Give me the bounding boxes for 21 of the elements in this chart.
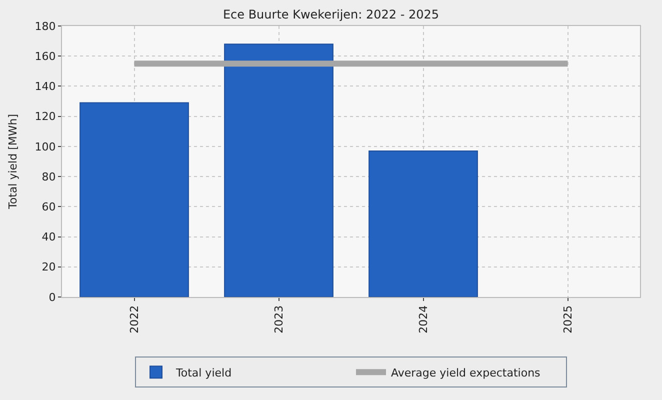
x-tick-label: 2024 [416,305,430,334]
y-tick-label: 60 [42,200,56,214]
legend-label: Total yield [175,366,232,380]
y-tick-label: 120 [34,110,56,124]
bar [368,150,478,297]
y-tick-label: 160 [34,50,56,63]
y-tick-label: 40 [42,230,56,244]
y-tick-label: 140 [34,80,56,94]
y-axis-title: Total yield [MWh] [6,114,20,210]
y-tick-label: 0 [48,290,56,304]
x-tick-label: 2023 [272,305,286,334]
legend-label: Average yield expectations [391,366,541,380]
x-tick-label: 2022 [128,305,141,334]
y-tick-label: 80 [42,170,56,184]
y-tick-label: 100 [34,140,56,154]
y-tick-label: 180 [34,20,56,33]
y-tick-label: 20 [42,260,56,274]
bar [224,44,334,297]
chart-title: Ece Buurte Kwekerijen: 2022 - 2025 [222,7,440,22]
x-tick-label: 2025 [561,305,574,334]
bar [80,102,189,297]
